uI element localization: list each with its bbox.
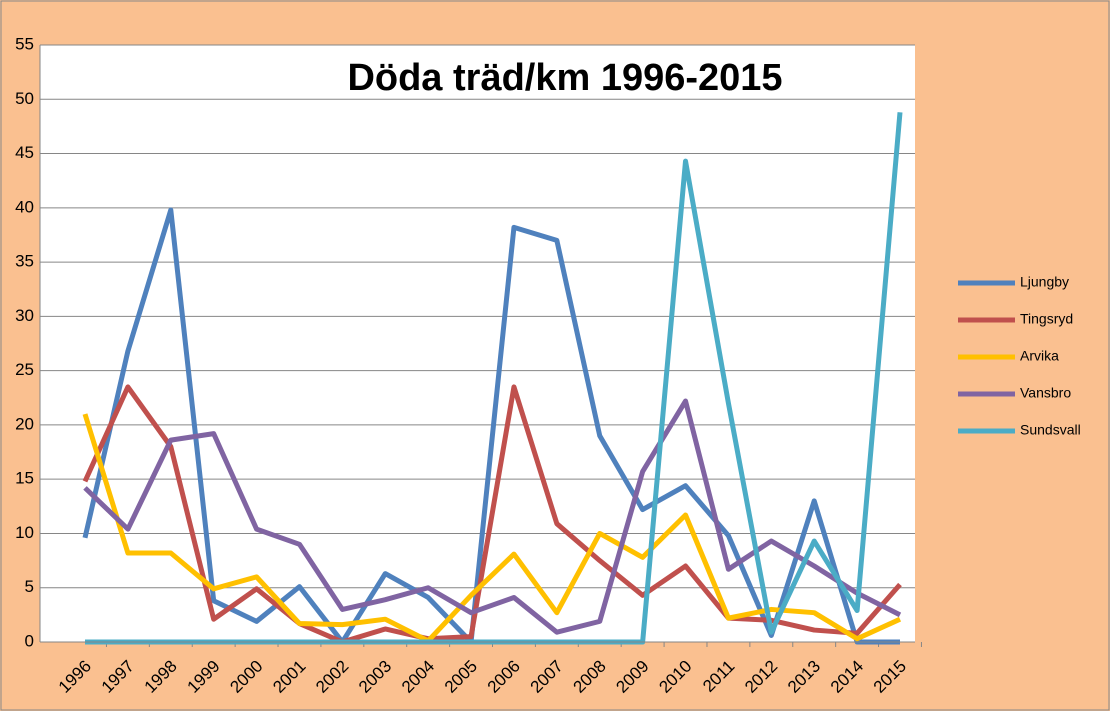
y-tick-label: 10 bbox=[15, 523, 34, 542]
series-line bbox=[82, 384, 902, 645]
y-tick-label: 5 bbox=[25, 577, 34, 596]
legend-label: Ljungby bbox=[1020, 274, 1069, 290]
y-tick-label: 55 bbox=[15, 34, 34, 53]
y-tick-label: 25 bbox=[15, 360, 34, 379]
legend-label: Arvika bbox=[1020, 348, 1059, 364]
y-tick-label: 0 bbox=[25, 631, 34, 650]
series-line bbox=[83, 398, 902, 635]
series-line bbox=[82, 413, 902, 644]
y-tick-label: 20 bbox=[15, 414, 34, 433]
y-tick-label: 35 bbox=[15, 252, 34, 271]
y-tick-label: 15 bbox=[15, 469, 34, 488]
legend-label: Vansbro bbox=[1020, 385, 1071, 401]
chart-title: Döda träd/km 1996-2015 bbox=[347, 57, 782, 99]
legend-label: Tingsryd bbox=[1020, 311, 1073, 327]
y-tick-label: 40 bbox=[15, 197, 34, 216]
y-tick-label: 30 bbox=[15, 306, 34, 325]
y-tick-label: 50 bbox=[15, 89, 34, 108]
legend-label: Sundsvall bbox=[1020, 422, 1081, 438]
y-tick-label: 45 bbox=[15, 143, 34, 162]
